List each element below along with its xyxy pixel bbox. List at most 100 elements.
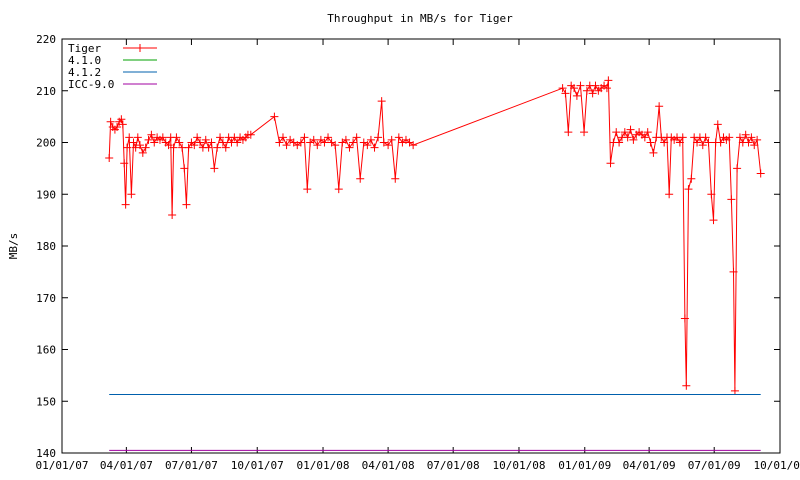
data-point-tiger	[640, 133, 649, 142]
data-point-tiger	[709, 216, 718, 225]
data-point-tiger	[588, 89, 597, 98]
data-point-tiger	[125, 133, 134, 142]
data-point-tiger	[713, 120, 722, 129]
y-axis-label: MB/s	[7, 233, 20, 260]
data-point-tiger	[409, 141, 418, 150]
data-point-tiger	[349, 138, 358, 147]
data-point-tiger	[655, 102, 664, 111]
data-point-tiger	[747, 133, 756, 142]
x-tick-label: 01/01/09	[558, 459, 611, 472]
y-tick-label: 180	[36, 240, 56, 253]
data-point-tiger	[387, 135, 396, 144]
x-tick-label: 01/01/08	[297, 459, 350, 472]
data-point-tiger	[623, 133, 632, 142]
data-point-tiger	[643, 128, 652, 137]
data-point-tiger	[693, 138, 702, 147]
data-point-tiger	[182, 200, 191, 209]
data-point-tiger	[379, 138, 388, 147]
data-point-tiger	[158, 133, 167, 142]
data-point-tiger	[582, 86, 591, 95]
data-point-tiger	[615, 138, 624, 147]
data-point-tiger	[296, 138, 305, 147]
data-point-tiger	[384, 141, 393, 150]
data-point-tiger	[363, 141, 372, 150]
data-point-tiger	[147, 130, 156, 139]
data-point-tiger	[117, 115, 126, 124]
data-point-tiger	[716, 138, 725, 147]
data-point-tiger	[172, 133, 181, 142]
data-point-tiger	[190, 141, 199, 150]
legend-label: 4.1.0	[68, 54, 101, 67]
data-point-tiger	[675, 138, 684, 147]
x-tick-label: 07/01/09	[688, 459, 741, 472]
data-point-tiger	[750, 141, 759, 150]
data-point-tiger	[175, 138, 184, 147]
x-axis: 01/01/07 04/01/07 07/01/07 10/01/07 01/01/08…	[36, 39, 800, 472]
data-point-tiger	[733, 164, 742, 173]
data-point-tiger	[210, 164, 219, 173]
data-point-tiger	[309, 135, 318, 144]
data-point-tiger	[168, 210, 177, 219]
data-point-tiger	[303, 185, 312, 194]
data-point-tiger	[218, 138, 227, 147]
data-point-tiger	[270, 112, 279, 121]
data-point-tiger	[564, 128, 573, 137]
data-point-tiger	[216, 133, 225, 142]
x-tick-label: 10/01/07	[231, 459, 284, 472]
data-point-tiger	[646, 138, 655, 147]
data-point-tiger	[120, 159, 129, 168]
data-point-tiger	[602, 84, 611, 93]
data-point-tiger	[204, 143, 213, 152]
data-point-tiger	[572, 91, 581, 100]
chart-title: Throughput in MB/s for Tiger	[327, 12, 513, 25]
data-point-tiger	[701, 133, 710, 142]
y-tick-label: 210	[36, 85, 56, 98]
data-point-tiger	[735, 133, 744, 142]
data-point-tiger	[730, 386, 739, 395]
data-point-tiger	[127, 190, 136, 199]
data-point-tiger	[121, 200, 130, 209]
data-point-tiger	[687, 174, 696, 183]
data-point-tiger	[150, 138, 159, 147]
data-point-tiger	[320, 138, 329, 147]
data-point-tiger	[741, 130, 750, 139]
plot-frame	[61, 38, 781, 454]
legend-label: ICC-9.0	[68, 78, 114, 91]
data-point-tiger	[756, 169, 765, 178]
x-tick-label: 04/01/09	[623, 459, 676, 472]
data-point-tiger	[374, 133, 383, 142]
data-point-tiger	[278, 133, 287, 142]
data-point-tiger	[649, 148, 658, 157]
data-point-tiger	[221, 143, 230, 152]
data-point-tiger	[141, 143, 150, 152]
data-point-tiger	[196, 138, 205, 147]
series-line-tiger	[108, 80, 762, 391]
y-axis: 140 150 160 170 180 190 200 210 220	[36, 33, 780, 460]
x-tick-label: 07/01/07	[165, 459, 218, 472]
data-point-tiger	[356, 174, 365, 183]
legend-label: 4.1.2	[68, 66, 101, 79]
data-point-tiger	[184, 143, 193, 152]
data-point-tiger	[324, 133, 333, 142]
data-point-tiger	[626, 125, 635, 134]
data-point-tiger	[629, 135, 638, 144]
data-point-tiger	[113, 122, 122, 131]
data-point-tiger	[707, 190, 716, 199]
data-point-tiger	[138, 148, 147, 157]
data-point-tiger	[106, 117, 115, 126]
y-tick-label: 220	[36, 33, 56, 46]
data-point-tiger	[282, 141, 291, 150]
data-point-tiger	[678, 133, 687, 142]
data-point-tiger	[682, 381, 691, 390]
data-point-tiger	[164, 141, 173, 150]
data-point-tiger	[391, 174, 400, 183]
series-layer	[105, 76, 765, 451]
data-point-tiger	[580, 128, 589, 137]
data-point-tiger	[123, 143, 132, 152]
data-point-tiger	[729, 267, 738, 276]
y-tick-label: 160	[36, 344, 56, 357]
data-point-tiger	[105, 154, 114, 163]
data-point-tiger	[377, 97, 386, 106]
